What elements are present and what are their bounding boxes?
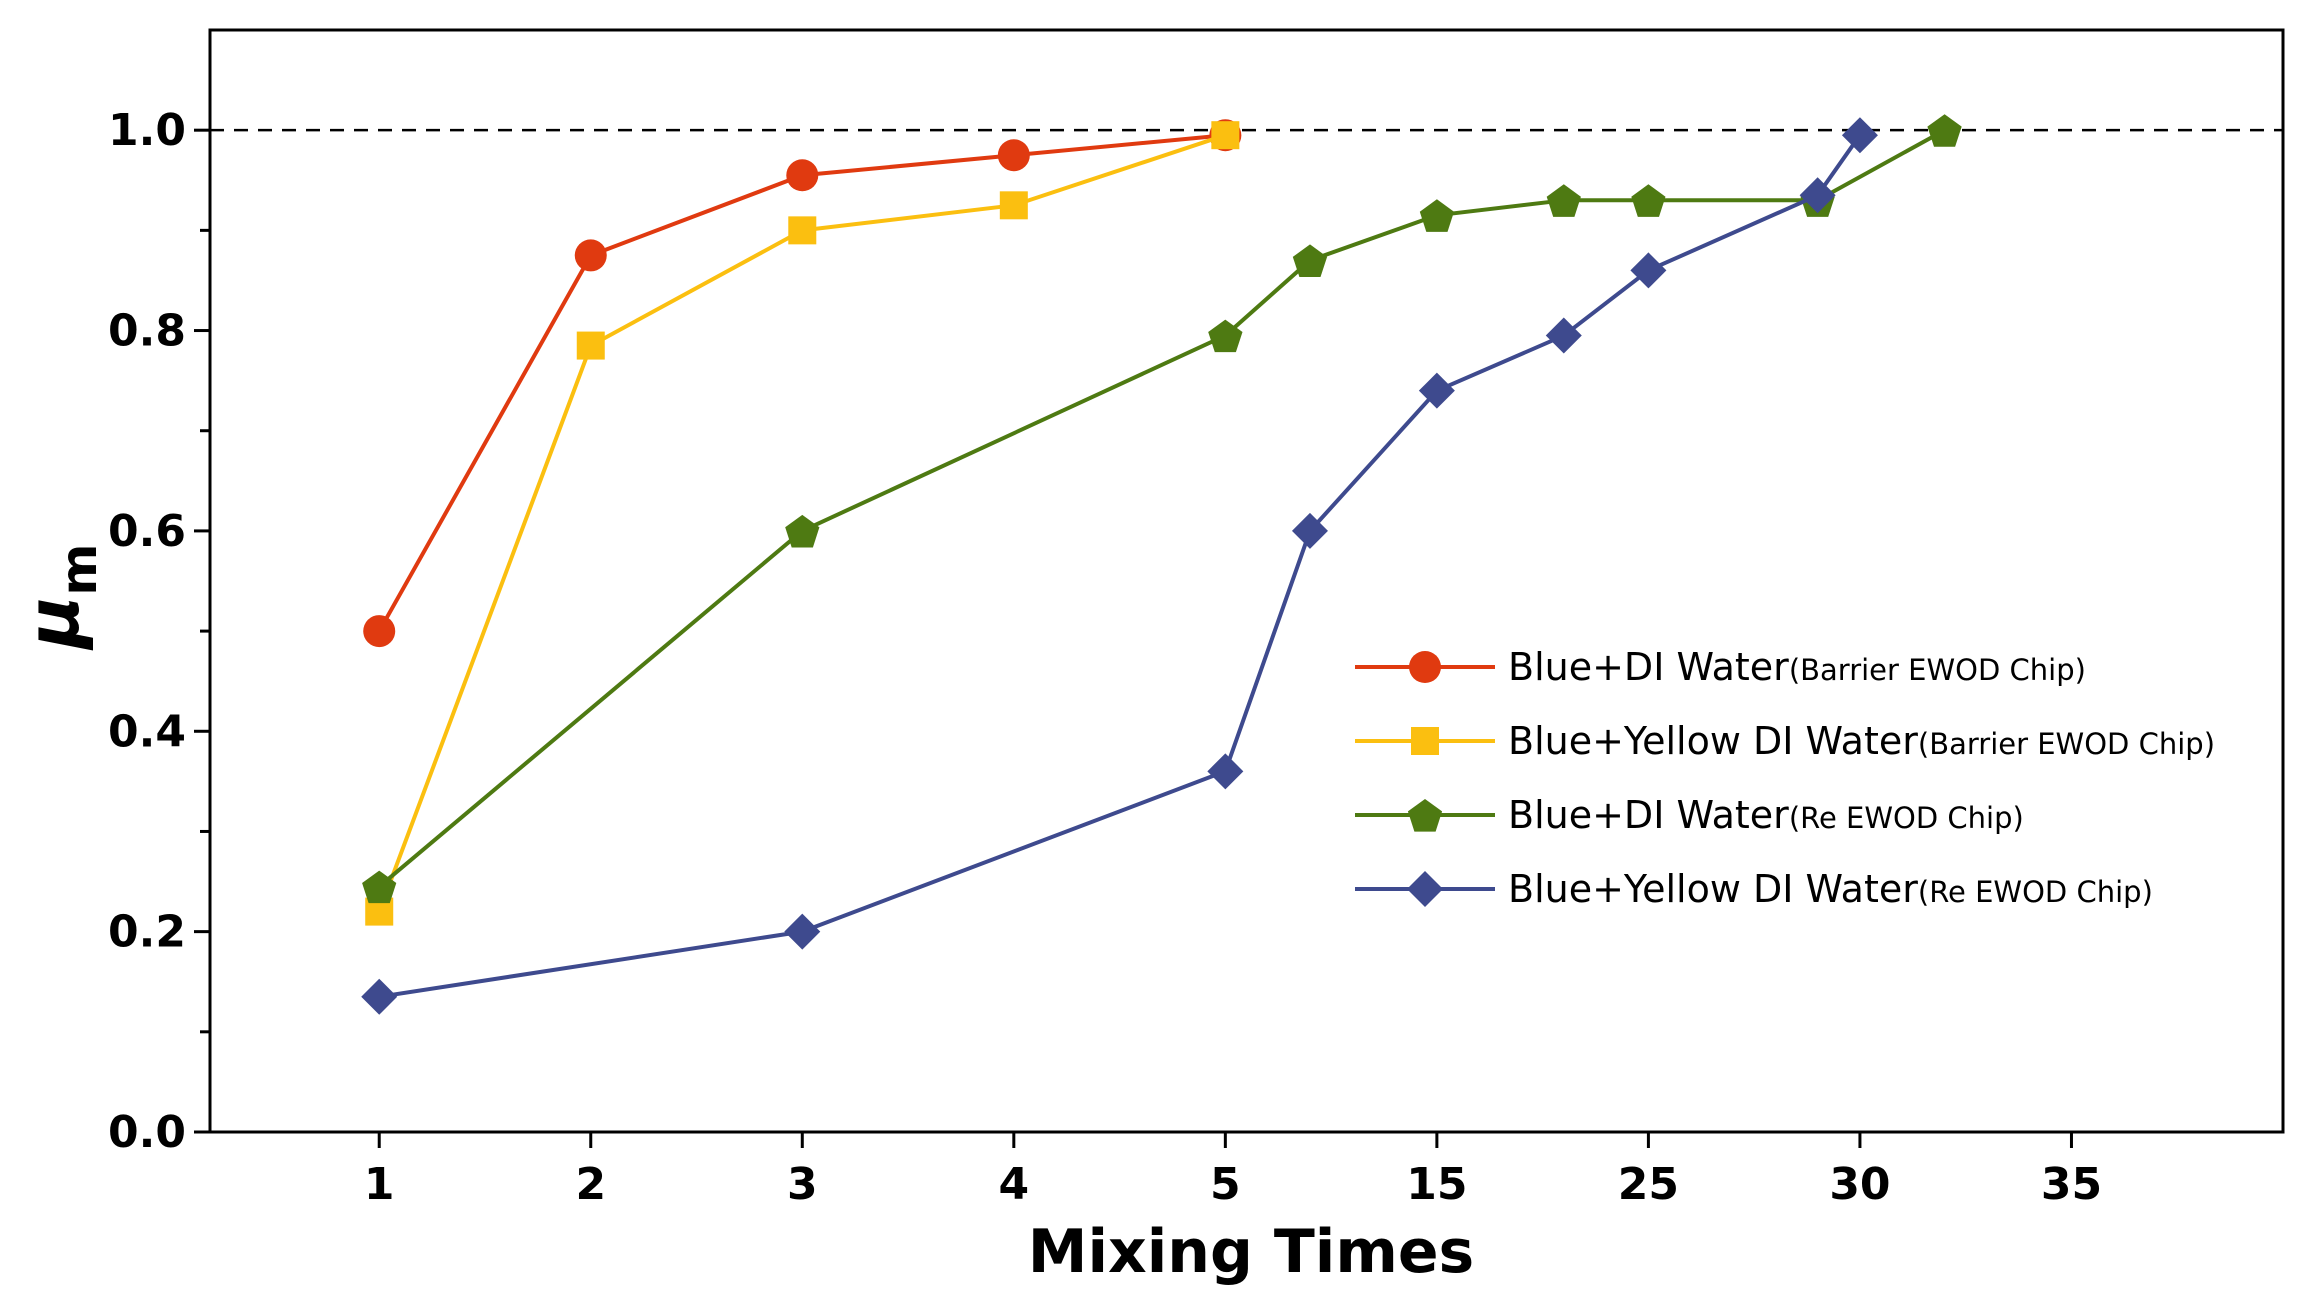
legend: Blue+DI Water(Barrier EWOD Chip)Blue+Yel… bbox=[1355, 645, 2215, 911]
series-1-point-1 bbox=[363, 615, 396, 648]
series-3-point-9 bbox=[1927, 114, 1962, 147]
series-3-point-3 bbox=[1208, 319, 1243, 353]
legend-label-1: Blue+DI Water(Barrier EWOD Chip) bbox=[1508, 645, 2086, 689]
legend-label-suffix-2: (Barrier EWOD Chip) bbox=[1918, 727, 2215, 761]
series-2-point-4 bbox=[999, 191, 1028, 220]
legend-label-suffix-4: (Re EWOD Chip) bbox=[1918, 875, 2153, 909]
series-2-point-3 bbox=[788, 216, 817, 245]
series-4-point-5 bbox=[1418, 372, 1455, 409]
series-1-line bbox=[377, 133, 1226, 633]
x-tick-label-30: 30 bbox=[1829, 1159, 1890, 1210]
legend-label-name-3: Blue+DI Water bbox=[1508, 793, 1789, 837]
series-1-point-4 bbox=[997, 139, 1030, 172]
x-tick-label-25: 25 bbox=[1618, 1159, 1679, 1210]
legend-marker-1 bbox=[1409, 651, 1441, 683]
series-2-point-5 bbox=[1211, 121, 1240, 150]
series-4 bbox=[361, 117, 1878, 1015]
x-axis-title: Mixing Times bbox=[1028, 1217, 1475, 1287]
legend-label-suffix-1: (Barrier EWOD Chip) bbox=[1789, 653, 2086, 687]
y-axis-title: μm bbox=[11, 543, 108, 650]
legend-label-name-2: Blue+Yellow DI Water bbox=[1508, 719, 1918, 763]
y-tick-label-1.0: 1.0 bbox=[108, 105, 186, 156]
x-tick-label-35: 35 bbox=[2041, 1159, 2102, 1210]
legend-marker-3 bbox=[1407, 799, 1443, 832]
series-1-point-3 bbox=[786, 159, 819, 192]
y-axis-ticks: 0.0 0.2 0.4 0.6 0.8 1.0 bbox=[108, 105, 210, 1158]
series-4-point-6 bbox=[1545, 317, 1582, 354]
series-3-point-2 bbox=[785, 514, 820, 548]
series-3-point-6 bbox=[1546, 184, 1581, 217]
legend-label-4: Blue+Yellow DI Water(Re EWOD Chip) bbox=[1508, 867, 2153, 911]
series-3-point-4 bbox=[1292, 244, 1328, 277]
series-4-point-8 bbox=[1799, 177, 1836, 214]
legend-entry-4: Blue+Yellow DI Water(Re EWOD Chip) bbox=[1355, 867, 2153, 911]
series-4-point-2 bbox=[784, 913, 821, 950]
legend-label-name-1: Blue+DI Water bbox=[1508, 645, 1789, 689]
legend-label-2: Blue+Yellow DI Water(Barrier EWOD Chip) bbox=[1508, 719, 2215, 763]
x-tick-label-1: 1 bbox=[364, 1159, 395, 1210]
y-tick-label-0.6: 0.6 bbox=[108, 506, 186, 557]
x-tick-label-3: 3 bbox=[787, 1159, 818, 1210]
x-tick-label-15: 15 bbox=[1406, 1159, 1467, 1210]
series-2-point-2 bbox=[576, 331, 605, 360]
legend-label-suffix-3: (Re EWOD Chip) bbox=[1789, 801, 2024, 835]
legend-entry-1: Blue+DI Water(Barrier EWOD Chip) bbox=[1355, 645, 2086, 689]
y-axis-title-subscript: m bbox=[50, 543, 108, 595]
y-tick-label-0.0: 0.0 bbox=[108, 1107, 186, 1158]
svg-text:μm: μm bbox=[11, 543, 108, 650]
series-3-point-7 bbox=[1631, 184, 1666, 217]
series-4-point-4 bbox=[1291, 512, 1328, 549]
legend-marker-4 bbox=[1407, 871, 1443, 907]
series-4-point-1 bbox=[361, 978, 398, 1015]
series-1 bbox=[363, 119, 1242, 648]
legend-label-name-4: Blue+Yellow DI Water bbox=[1508, 867, 1918, 911]
x-tick-label-5: 5 bbox=[1210, 1159, 1241, 1210]
legend-marker-2 bbox=[1411, 727, 1439, 755]
y-tick-label-0.8: 0.8 bbox=[108, 306, 186, 357]
series-2 bbox=[365, 121, 1240, 926]
series-4-point-3 bbox=[1207, 753, 1244, 790]
legend-entry-3: Blue+DI Water(Re EWOD Chip) bbox=[1355, 793, 2024, 837]
legend-entry-2: Blue+Yellow DI Water(Barrier EWOD Chip) bbox=[1355, 719, 2215, 763]
legend-label-3: Blue+DI Water(Re EWOD Chip) bbox=[1508, 793, 2024, 837]
x-tick-label-4: 4 bbox=[999, 1159, 1030, 1210]
series-1-point-2 bbox=[574, 239, 607, 272]
x-tick-label-2: 2 bbox=[575, 1159, 606, 1210]
series-4-point-7 bbox=[1630, 252, 1667, 289]
x-axis-ticks: 1 2 3 4 5 15 25 30 35 bbox=[364, 1132, 2102, 1210]
series-3-point-5 bbox=[1419, 199, 1454, 232]
series-4-point-9 bbox=[1841, 117, 1878, 154]
plot-frame bbox=[208, 28, 2285, 1134]
y-tick-label-0.4: 0.4 bbox=[108, 706, 186, 757]
series-3 bbox=[362, 114, 1962, 904]
series-layer bbox=[361, 114, 1962, 1015]
series-3-point-1 bbox=[362, 870, 397, 904]
y-tick-label-0.2: 0.2 bbox=[108, 907, 186, 958]
y-axis-title-symbol: μ bbox=[11, 596, 95, 651]
